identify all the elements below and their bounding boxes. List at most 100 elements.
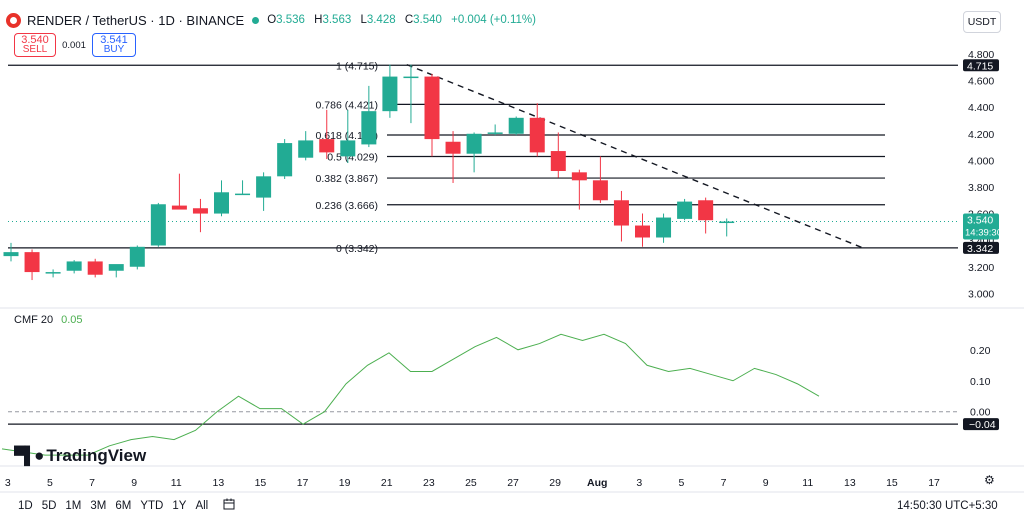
descending-trendline[interactable] xyxy=(406,63,864,249)
price-axis-tick: 4.600 xyxy=(968,76,994,88)
candle-body[interactable] xyxy=(698,200,714,221)
tradingview-mark-icon: ▀▌● xyxy=(14,446,44,465)
tradingview-wordmark: TradingView xyxy=(46,446,147,465)
candle-body[interactable] xyxy=(340,140,356,157)
sell-button[interactable]: 3.540 SELL xyxy=(14,33,56,57)
gear-icon[interactable]: ⚙ xyxy=(984,473,995,487)
time-axis-tick: 29 xyxy=(549,477,561,489)
status-dot-icon xyxy=(252,16,260,24)
timeframe-1m[interactable]: 1M xyxy=(65,500,82,512)
candle-body[interactable] xyxy=(466,133,482,154)
timeframe-all[interactable]: All xyxy=(195,500,209,512)
symbol-title[interactable]: RENDER / TetherUS · 1D · BINANCE xyxy=(27,12,245,28)
time-axis-tick: 23 xyxy=(423,477,435,489)
time-axis-tick: 7 xyxy=(721,477,727,489)
candle-body[interactable] xyxy=(45,272,61,274)
candle-body[interactable] xyxy=(108,264,124,271)
candle-body[interactable] xyxy=(298,140,314,158)
candle-body[interactable] xyxy=(529,117,545,153)
candle-body[interactable] xyxy=(171,205,187,210)
time-axis-tick: 9 xyxy=(131,477,137,489)
cmf-legend[interactable]: CMF 20 0.05 xyxy=(14,314,83,326)
cmf-series-line[interactable] xyxy=(1,333,820,456)
time-axis-tick: 7 xyxy=(89,477,95,489)
fib-level-label: 0.786 (4.421) xyxy=(316,99,378,111)
time-axis-tick: 13 xyxy=(844,477,856,489)
time-axis-tick: 3 xyxy=(636,477,642,489)
candle-body[interactable] xyxy=(592,180,608,201)
timeframe-1d[interactable]: 1D xyxy=(18,500,33,512)
candle-body[interactable] xyxy=(24,252,40,273)
cmf-axis-label-bg xyxy=(963,418,999,431)
time-axis-tick: 17 xyxy=(928,477,940,489)
candle-body[interactable] xyxy=(424,76,440,140)
currency-button[interactable]: USDT xyxy=(963,11,1001,33)
time-axis-tick: 3 xyxy=(5,477,11,489)
candle-body[interactable] xyxy=(66,261,82,271)
candle-body[interactable] xyxy=(677,201,693,219)
symbol-header: RENDER / TetherUS · 1D · BINANCE O3.536 … xyxy=(6,8,542,32)
render-logo-icon xyxy=(6,12,21,28)
candle-body[interactable] xyxy=(256,176,272,198)
time-axis-tick: 11 xyxy=(802,477,813,489)
time-axis-tick: Aug xyxy=(587,477,607,489)
cmf-axis-tick: 0.10 xyxy=(970,376,991,388)
price-axis-tick: 4.200 xyxy=(968,129,994,141)
time-axis-tick: 15 xyxy=(886,477,898,489)
candle-body[interactable] xyxy=(192,208,208,214)
fib-level-label: 1 (4.715) xyxy=(336,60,378,72)
tradingview-logo: ▀▌● TradingView xyxy=(14,446,146,466)
buy-button[interactable]: 3.541 BUY xyxy=(92,33,136,57)
candle-body[interactable] xyxy=(277,143,293,177)
time-axis-tick: 15 xyxy=(255,477,267,489)
candle-body[interactable] xyxy=(129,246,145,267)
spread-value: 0.001 xyxy=(62,40,86,51)
clock-readout[interactable]: 14:50:30 UTC+5:30 xyxy=(897,500,998,512)
candle-body[interactable] xyxy=(403,76,419,79)
candle-body[interactable] xyxy=(635,225,650,238)
price-axis-label-bg xyxy=(963,241,999,254)
time-axis-tick: 25 xyxy=(465,477,477,489)
price-axis-label-bg xyxy=(963,213,999,240)
fib-level-label: 0.382 (3.867) xyxy=(316,173,378,185)
candle-body[interactable] xyxy=(3,252,19,257)
timeframe-ytd[interactable]: YTD xyxy=(140,500,164,512)
time-axis-tick: 5 xyxy=(47,477,53,489)
candle-body[interactable] xyxy=(613,200,629,226)
candle-body[interactable] xyxy=(719,221,735,224)
candle-body[interactable] xyxy=(445,141,461,154)
candle-body[interactable] xyxy=(382,76,398,112)
price-axis-label-bg xyxy=(963,59,999,72)
fib-level-label: 0.236 (3.666) xyxy=(316,200,378,212)
price-axis-label: 4.715 xyxy=(967,60,993,72)
cmf-axis-label: −0.04 xyxy=(969,419,996,431)
candle-body[interactable] xyxy=(319,139,335,153)
candle-body[interactable] xyxy=(87,261,103,275)
timeframe-3m[interactable]: 3M xyxy=(90,500,107,512)
fib-level-label: 0 (3.342) xyxy=(336,243,378,255)
buy-price: 3.541 xyxy=(100,34,128,46)
candle-body[interactable] xyxy=(214,192,229,214)
candle-body[interactable] xyxy=(235,193,251,196)
timeframe-5d[interactable]: 5D xyxy=(41,500,57,512)
candle-body[interactable] xyxy=(508,117,524,134)
candle-body[interactable] xyxy=(656,217,672,238)
timeframe-1y[interactable]: 1Y xyxy=(172,500,187,512)
fib-level-label: 0.5 (4.029) xyxy=(327,152,378,164)
time-axis-tick: 19 xyxy=(339,477,351,489)
cmf-axis-tick: 0.20 xyxy=(970,345,991,357)
candle-body[interactable] xyxy=(550,151,566,172)
bar-countdown: 14:39:30 xyxy=(965,228,1002,239)
ohlc-readout: O3.536 H3.563 L3.428 C3.540 +0.004 (+0.1… xyxy=(267,14,536,26)
time-axis-tick: 17 xyxy=(297,477,309,489)
price-axis-label: 3.540 xyxy=(967,215,993,227)
candle-body[interactable] xyxy=(150,204,166,246)
timeframe-bar: 1D 5D 1M 3M 6M YTD 1Y All xyxy=(18,500,208,512)
timeframe-6m[interactable]: 6M xyxy=(115,500,132,512)
candle-body[interactable] xyxy=(571,172,587,181)
candle-body[interactable] xyxy=(361,111,377,145)
candle-body[interactable] xyxy=(487,132,503,134)
price-axis-tick: 4.800 xyxy=(968,49,994,61)
calendar-icon[interactable] xyxy=(223,498,235,510)
